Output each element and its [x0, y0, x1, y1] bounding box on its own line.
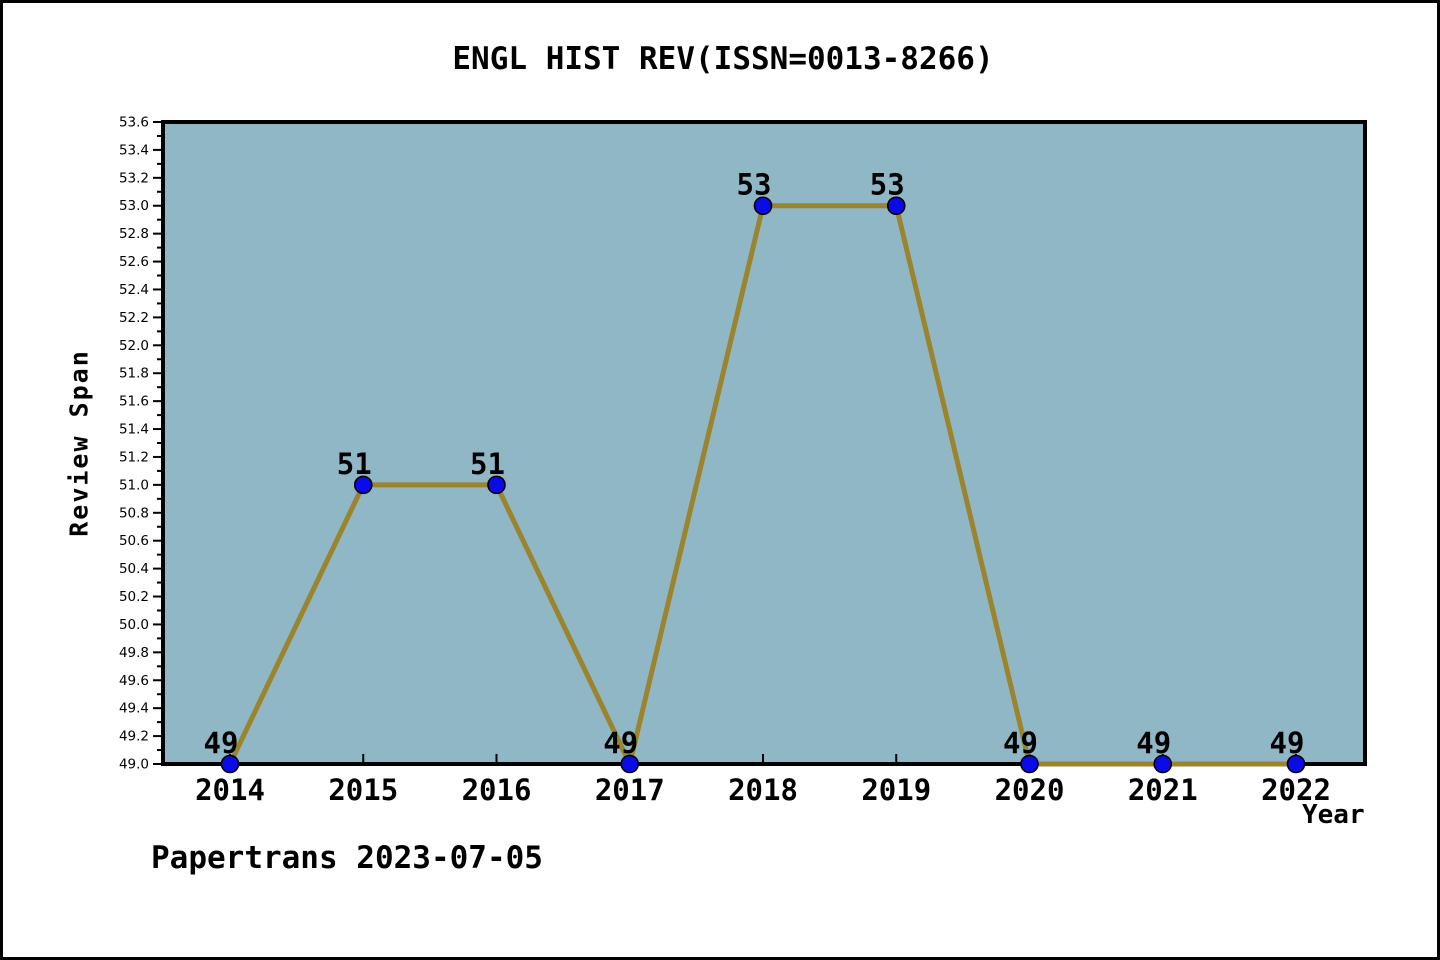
y-tick-label: 52.4	[119, 282, 149, 298]
data-point-label: 53	[737, 168, 772, 202]
y-tick-label: 52.2	[119, 310, 149, 326]
data-point-marker	[487, 475, 506, 495]
data-point-marker	[753, 196, 773, 216]
y-tick-label: 52.8	[119, 226, 149, 242]
y-tick-label: 49.8	[119, 645, 149, 661]
y-axis-label: Review Span	[64, 349, 94, 537]
y-tick-label: 50.0	[119, 617, 149, 633]
x-tick-label: 2017	[595, 773, 665, 807]
y-tick-label: 51.6	[119, 394, 149, 410]
data-point-label: 49	[1003, 726, 1038, 760]
x-tick-label: 2019	[861, 773, 931, 807]
y-tick-label: 49.4	[119, 701, 149, 717]
y-axis-ticks: 49.0 49.2 49.4 49.6 49.8 50.0 50.2 50.4 50.6 50.8…	[119, 115, 161, 773]
x-tick-label: 2022	[1261, 773, 1331, 807]
data-point-label: 51	[337, 447, 372, 481]
x-tick-label: 2018	[728, 773, 798, 807]
y-tick-label: 51.8	[119, 366, 149, 382]
y-tick-label: 49.6	[119, 673, 149, 689]
plot-area	[161, 120, 1367, 766]
y-tick-label: 53.4	[119, 142, 149, 158]
y-tick-label: 50.4	[119, 561, 149, 577]
data-point-label: 49	[1136, 726, 1171, 760]
x-tick-label: 2014	[195, 773, 265, 807]
data-point-label: 49	[204, 726, 239, 760]
data-point-marker	[353, 475, 373, 495]
chart-title: ENGL HIST REV(ISSN=0013-8266)	[452, 41, 994, 77]
data-point-label: 49	[603, 726, 638, 760]
data-point-marker	[1153, 754, 1173, 774]
x-tick-label: 2016	[462, 773, 532, 807]
y-tick-label: 53.2	[119, 170, 149, 186]
y-tick-label: 52.6	[119, 254, 149, 270]
x-axis-label: Year	[1302, 800, 1365, 830]
y-tick-label: 50.6	[119, 533, 149, 549]
y-tick-label: 51.4	[119, 422, 149, 438]
y-tick-label: 51.2	[119, 449, 149, 465]
line-chart-canvas: 49.0 49.2 49.4 49.6 49.8 50.0 50.2 50.4 50.6 50.8…	[119, 115, 1367, 807]
x-tick-label: 2015	[328, 773, 398, 807]
data-point-label: 49	[1270, 726, 1305, 760]
data-point-label: 53	[870, 168, 905, 202]
x-tick-label: 2020	[995, 773, 1065, 807]
data-points: 49 51 51 49 53 53 49 49 49	[204, 168, 1306, 774]
footer-watermark: Papertrans 2023-07-05	[151, 840, 543, 876]
y-tick-label: 49.0	[119, 757, 149, 773]
y-tick-label: 50.2	[119, 589, 149, 605]
y-tick-label: 53.0	[119, 198, 149, 214]
y-tick-label: 50.8	[119, 505, 149, 521]
x-axis-ticks: 2014 2015 2016 2017 2018 2019 2020 2021 2022	[195, 754, 1331, 807]
data-point-marker	[1286, 754, 1306, 774]
y-tick-label: 49.2	[119, 729, 149, 745]
y-tick-label: 52.0	[119, 338, 149, 354]
data-point-marker	[886, 196, 906, 216]
x-tick-label: 2021	[1128, 773, 1198, 807]
y-tick-label: 51.0	[119, 477, 149, 493]
y-tick-label: 53.6	[119, 115, 149, 131]
data-point-marker	[1020, 754, 1039, 774]
data-point-label: 51	[470, 447, 505, 481]
data-point-marker	[620, 754, 640, 774]
data-point-marker	[220, 754, 240, 774]
